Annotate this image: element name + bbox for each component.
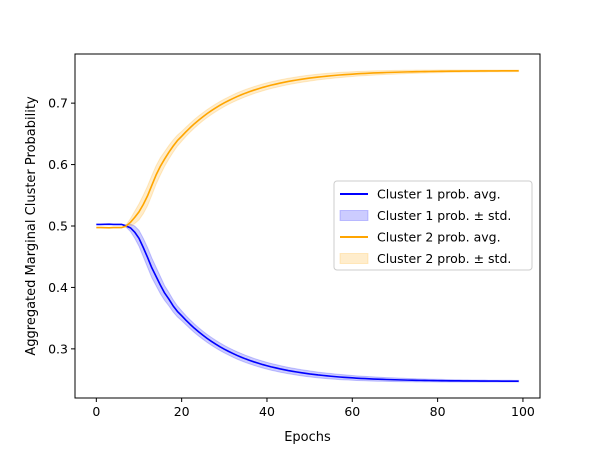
- x-axis-label: Epochs: [284, 430, 331, 445]
- y-axis-label: Aggregated Marginal Cluster Probability: [24, 96, 39, 356]
- legend-swatch: [339, 253, 369, 264]
- y-axis-ticks: 0.3 0.4 0.5 0.6 0.7: [48, 96, 75, 356]
- legend-label: Cluster 2 prob. avg.: [377, 230, 501, 245]
- line-cluster-2: [96, 69, 519, 229]
- legend-box: [333, 180, 533, 271]
- legend-label: Cluster 1 prob. avg.: [377, 187, 501, 202]
- y-tick-label: 0.7: [48, 96, 68, 111]
- x-tick-label: 40: [259, 404, 275, 419]
- legend: Cluster 1 prob. avg. Cluster 1 prob. ± st…: [333, 180, 533, 271]
- x-tick-label: 80: [430, 404, 446, 419]
- legend-label: Cluster 1 prob. ± std.: [377, 208, 511, 223]
- x-tick-label: 60: [344, 404, 360, 419]
- x-tick-label: 0: [92, 404, 100, 419]
- line-cluster-1: [96, 223, 519, 383]
- y-tick-label: 0.6: [48, 157, 68, 172]
- series-lines: [96, 69, 519, 383]
- x-tick-label: 100: [511, 404, 535, 419]
- legend-swatch: [339, 210, 369, 221]
- x-axis-ticks: 0 20 40 60 80 100: [92, 398, 535, 419]
- x-tick-label: 20: [174, 404, 190, 419]
- legend-label: Cluster 2 prob. ± std.: [377, 251, 511, 266]
- y-tick-label: 0.4: [48, 280, 68, 295]
- y-tick-label: 0.3: [48, 341, 68, 356]
- y-tick-label: 0.5: [48, 219, 68, 234]
